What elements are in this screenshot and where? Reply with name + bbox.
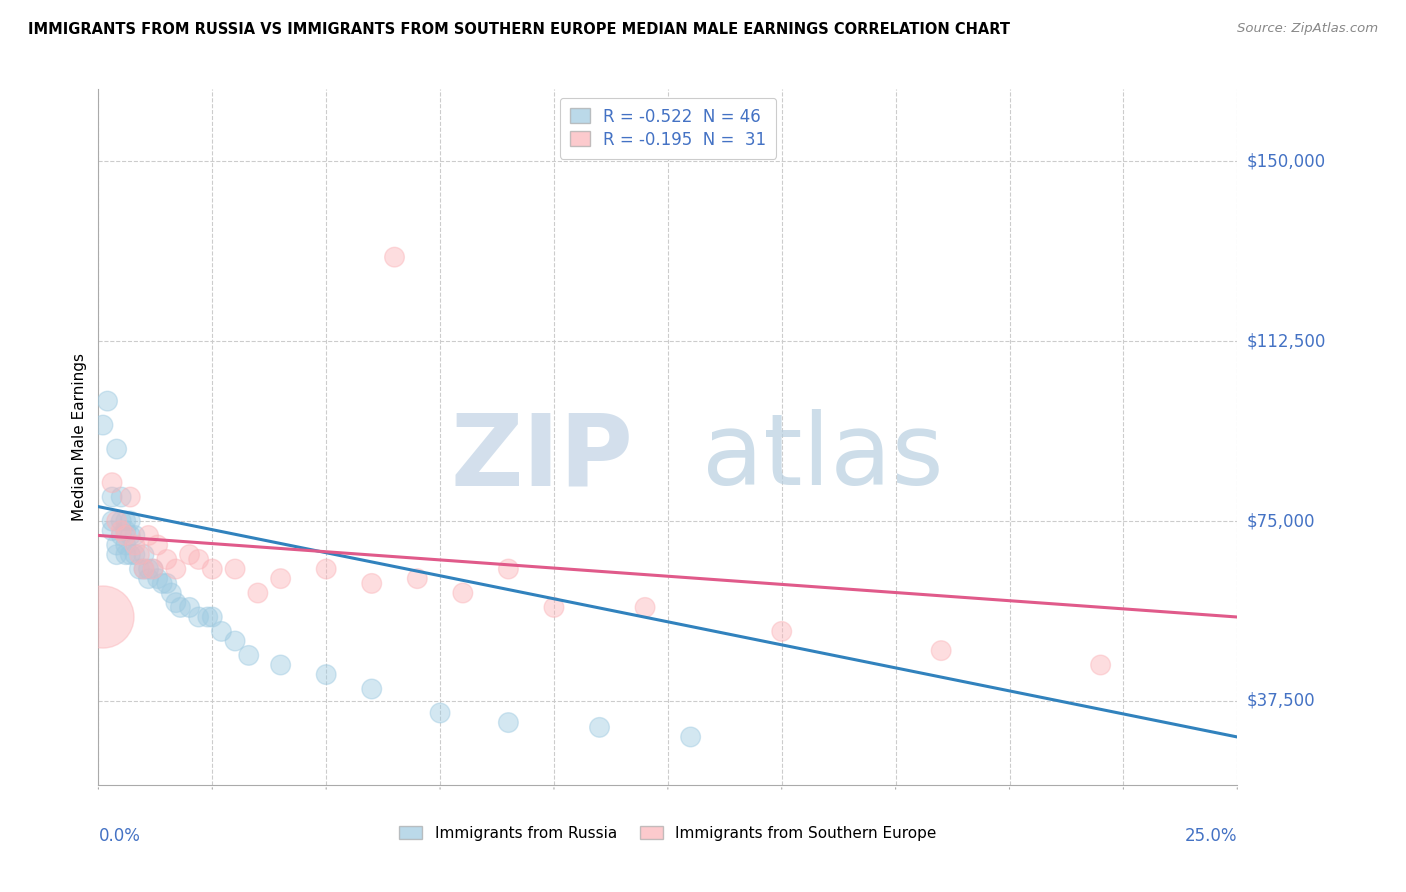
Point	[187, 552, 209, 566]
Point	[634, 600, 657, 615]
Point	[156, 552, 179, 566]
Point	[315, 667, 337, 681]
Point	[132, 548, 155, 562]
Point	[165, 562, 187, 576]
Point	[201, 562, 224, 576]
Point	[201, 610, 224, 624]
Text: $150,000: $150,000	[1246, 153, 1326, 170]
Point	[132, 562, 155, 576]
Point	[114, 524, 136, 538]
Point	[169, 600, 191, 615]
Point	[197, 610, 219, 624]
Point	[179, 548, 201, 562]
Point	[498, 715, 520, 730]
Text: $112,500: $112,500	[1246, 332, 1326, 351]
Point	[114, 548, 136, 562]
Text: 25.0%: 25.0%	[1185, 827, 1237, 845]
Point	[120, 490, 142, 504]
Point	[224, 634, 246, 648]
Point	[209, 624, 232, 639]
Point	[360, 576, 382, 591]
Text: 0.0%: 0.0%	[98, 827, 141, 845]
Point	[124, 528, 146, 542]
Point	[150, 576, 173, 591]
Point	[543, 600, 565, 615]
Point	[124, 548, 146, 562]
Point	[105, 538, 128, 552]
Point	[101, 524, 124, 538]
Point	[142, 562, 165, 576]
Point	[146, 538, 169, 552]
Point	[142, 562, 165, 576]
Point	[270, 572, 292, 586]
Point	[160, 586, 183, 600]
Point	[91, 418, 114, 433]
Point	[120, 548, 142, 562]
Point	[384, 250, 406, 264]
Point	[120, 514, 142, 528]
Point	[770, 624, 793, 639]
Point	[96, 394, 118, 409]
Point	[124, 538, 146, 552]
Text: ZIP: ZIP	[451, 409, 634, 507]
Point	[429, 706, 451, 720]
Point	[224, 562, 246, 576]
Y-axis label: Median Male Earnings: Median Male Earnings	[72, 353, 87, 521]
Point	[929, 643, 952, 657]
Point	[246, 586, 269, 600]
Point	[110, 528, 132, 542]
Point	[179, 600, 201, 615]
Point	[270, 658, 292, 673]
Point	[120, 528, 142, 542]
Point	[138, 528, 160, 542]
Point	[110, 490, 132, 504]
Point	[105, 514, 128, 528]
Point	[105, 442, 128, 456]
Point	[128, 562, 150, 576]
Point	[101, 514, 124, 528]
Point	[114, 538, 136, 552]
Point	[315, 562, 337, 576]
Point	[101, 490, 124, 504]
Point	[128, 548, 150, 562]
Point	[105, 548, 128, 562]
Point	[187, 610, 209, 624]
Point	[91, 610, 114, 624]
Point	[588, 720, 610, 734]
Point	[132, 562, 155, 576]
Text: $37,500: $37,500	[1246, 692, 1315, 710]
Point	[679, 730, 702, 744]
Point	[238, 648, 260, 663]
Point	[156, 576, 179, 591]
Point	[110, 514, 132, 528]
Text: atlas: atlas	[702, 409, 943, 507]
Legend: Immigrants from Russia, Immigrants from Southern Europe: Immigrants from Russia, Immigrants from …	[394, 820, 942, 847]
Text: IMMIGRANTS FROM RUSSIA VS IMMIGRANTS FROM SOUTHERN EUROPE MEDIAN MALE EARNINGS C: IMMIGRANTS FROM RUSSIA VS IMMIGRANTS FRO…	[28, 22, 1010, 37]
Point	[451, 586, 474, 600]
Text: Source: ZipAtlas.com: Source: ZipAtlas.com	[1237, 22, 1378, 36]
Text: $75,000: $75,000	[1246, 512, 1315, 530]
Point	[165, 596, 187, 610]
Point	[406, 572, 429, 586]
Point	[498, 562, 520, 576]
Point	[146, 572, 169, 586]
Point	[138, 572, 160, 586]
Point	[360, 681, 382, 696]
Point	[114, 514, 136, 528]
Point	[1090, 658, 1112, 673]
Point	[114, 528, 136, 542]
Point	[101, 475, 124, 490]
Point	[138, 562, 160, 576]
Point	[110, 524, 132, 538]
